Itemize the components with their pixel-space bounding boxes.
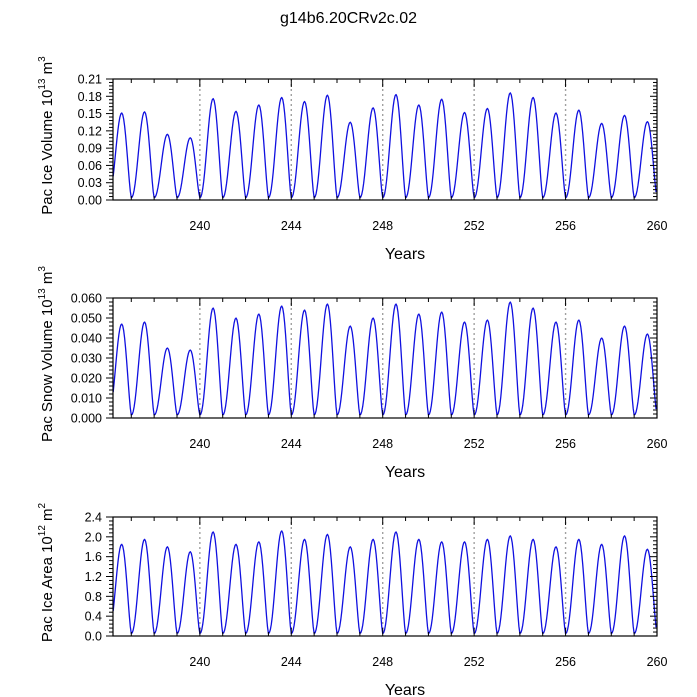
y-tick-label: 2.0 [85,530,102,544]
y-tick-label: 0.050 [71,312,102,326]
y-tick-label: 1.2 [85,570,102,584]
x-axis-title: Years [385,246,425,263]
x-tick-label: 256 [555,655,576,669]
y-tick-label: 0.040 [71,332,102,346]
y-tick-label: 0.030 [71,352,102,366]
y-axis-title-unit: m [39,62,56,79]
x-tick-label: 244 [281,219,302,233]
x-tick-label: 256 [555,437,576,451]
y-tick-label: 0.8 [85,590,102,604]
chart-panel-snow-volume: 240 244 248 252 256 260 0.000 0.010 0.020 0.030 0.… [37,266,667,481]
y-axis-title: Pac Ice Area 1012 m2 [37,502,56,642]
y-tick-label: 0.09 [78,142,102,156]
x-tick-label: 260 [647,219,668,233]
series-line [112,530,657,635]
x-tick-label: 248 [372,219,393,233]
x-tick-label: 252 [464,655,485,669]
y-axis-title-unit-exp: 3 [37,56,48,62]
y-axis-title-exp: 12 [37,525,48,537]
x-tick-label: 244 [281,437,302,451]
y-tick-label: 0.00 [78,194,102,208]
y-tick-label: 0.010 [71,392,102,406]
x-tick-label: 248 [372,655,393,669]
x-tick-label: 260 [647,437,668,451]
series-line [112,92,657,199]
x-axis-title: Years [385,464,425,481]
chart-panel-ice-volume: 240 244 248 252 256 260 0.00 0.03 0.06 0.09 0.12 0.… [37,56,667,263]
x-tick-label: 252 [464,437,485,451]
y-axis-title-unit-exp: 2 [37,502,48,508]
y-axis-title-unit-exp: 3 [37,266,48,272]
x-tick-label: 248 [372,437,393,451]
chart-panel-ice-area: 240 244 248 252 256 260 0.0 0.4 0.8 1.2 1.6 2.0 2.4 Y… [37,502,667,697]
y-axis-title-base: Pac Snow Volume 10 [39,299,56,442]
y-tick-label: 0.12 [78,124,102,138]
y-tick-label: 2.4 [85,511,102,525]
y-axis-title-base: Pac Ice Area 10 [39,536,56,642]
x-tick-label: 252 [464,219,485,233]
x-tick-label: 240 [189,655,210,669]
series-line [112,301,657,416]
y-tick-label: 0.0 [85,630,102,644]
y-axis-title: Pac Ice Volume 1013 m3 [37,56,56,215]
y-axis-title: Pac Snow Volume 1013 m3 [37,266,56,442]
x-axis-title: Years [385,682,425,697]
y-axis-title-exp: 13 [37,288,48,300]
figure-title: g14b6.20CRv2c.02 [280,10,417,27]
plot-frame [112,297,658,419]
plot-frame [112,78,658,201]
y-tick-label: 0.4 [85,610,102,624]
y-tick-label: 0.15 [78,107,102,121]
y-tick-label: 0.03 [78,176,102,190]
y-axis-title-base: Pac Ice Volume 10 [39,90,56,215]
y-tick-label: 1.6 [85,550,102,564]
y-tick-label: 0.18 [78,90,102,104]
x-tick-label: 260 [647,655,668,669]
y-axis-title-unit: m [39,508,56,525]
y-axis-title-exp: 13 [37,78,48,90]
y-tick-label: 0.21 [78,73,102,87]
y-tick-label: 0.06 [78,159,102,173]
y-tick-label: 0.060 [71,292,102,306]
x-tick-label: 256 [555,219,576,233]
x-tick-label: 244 [281,655,302,669]
y-axis-title-unit: m [39,272,56,289]
x-tick-label: 240 [189,437,210,451]
y-tick-label: 0.020 [71,372,102,386]
y-tick-label: 0.000 [71,412,102,426]
x-tick-label: 240 [189,219,210,233]
